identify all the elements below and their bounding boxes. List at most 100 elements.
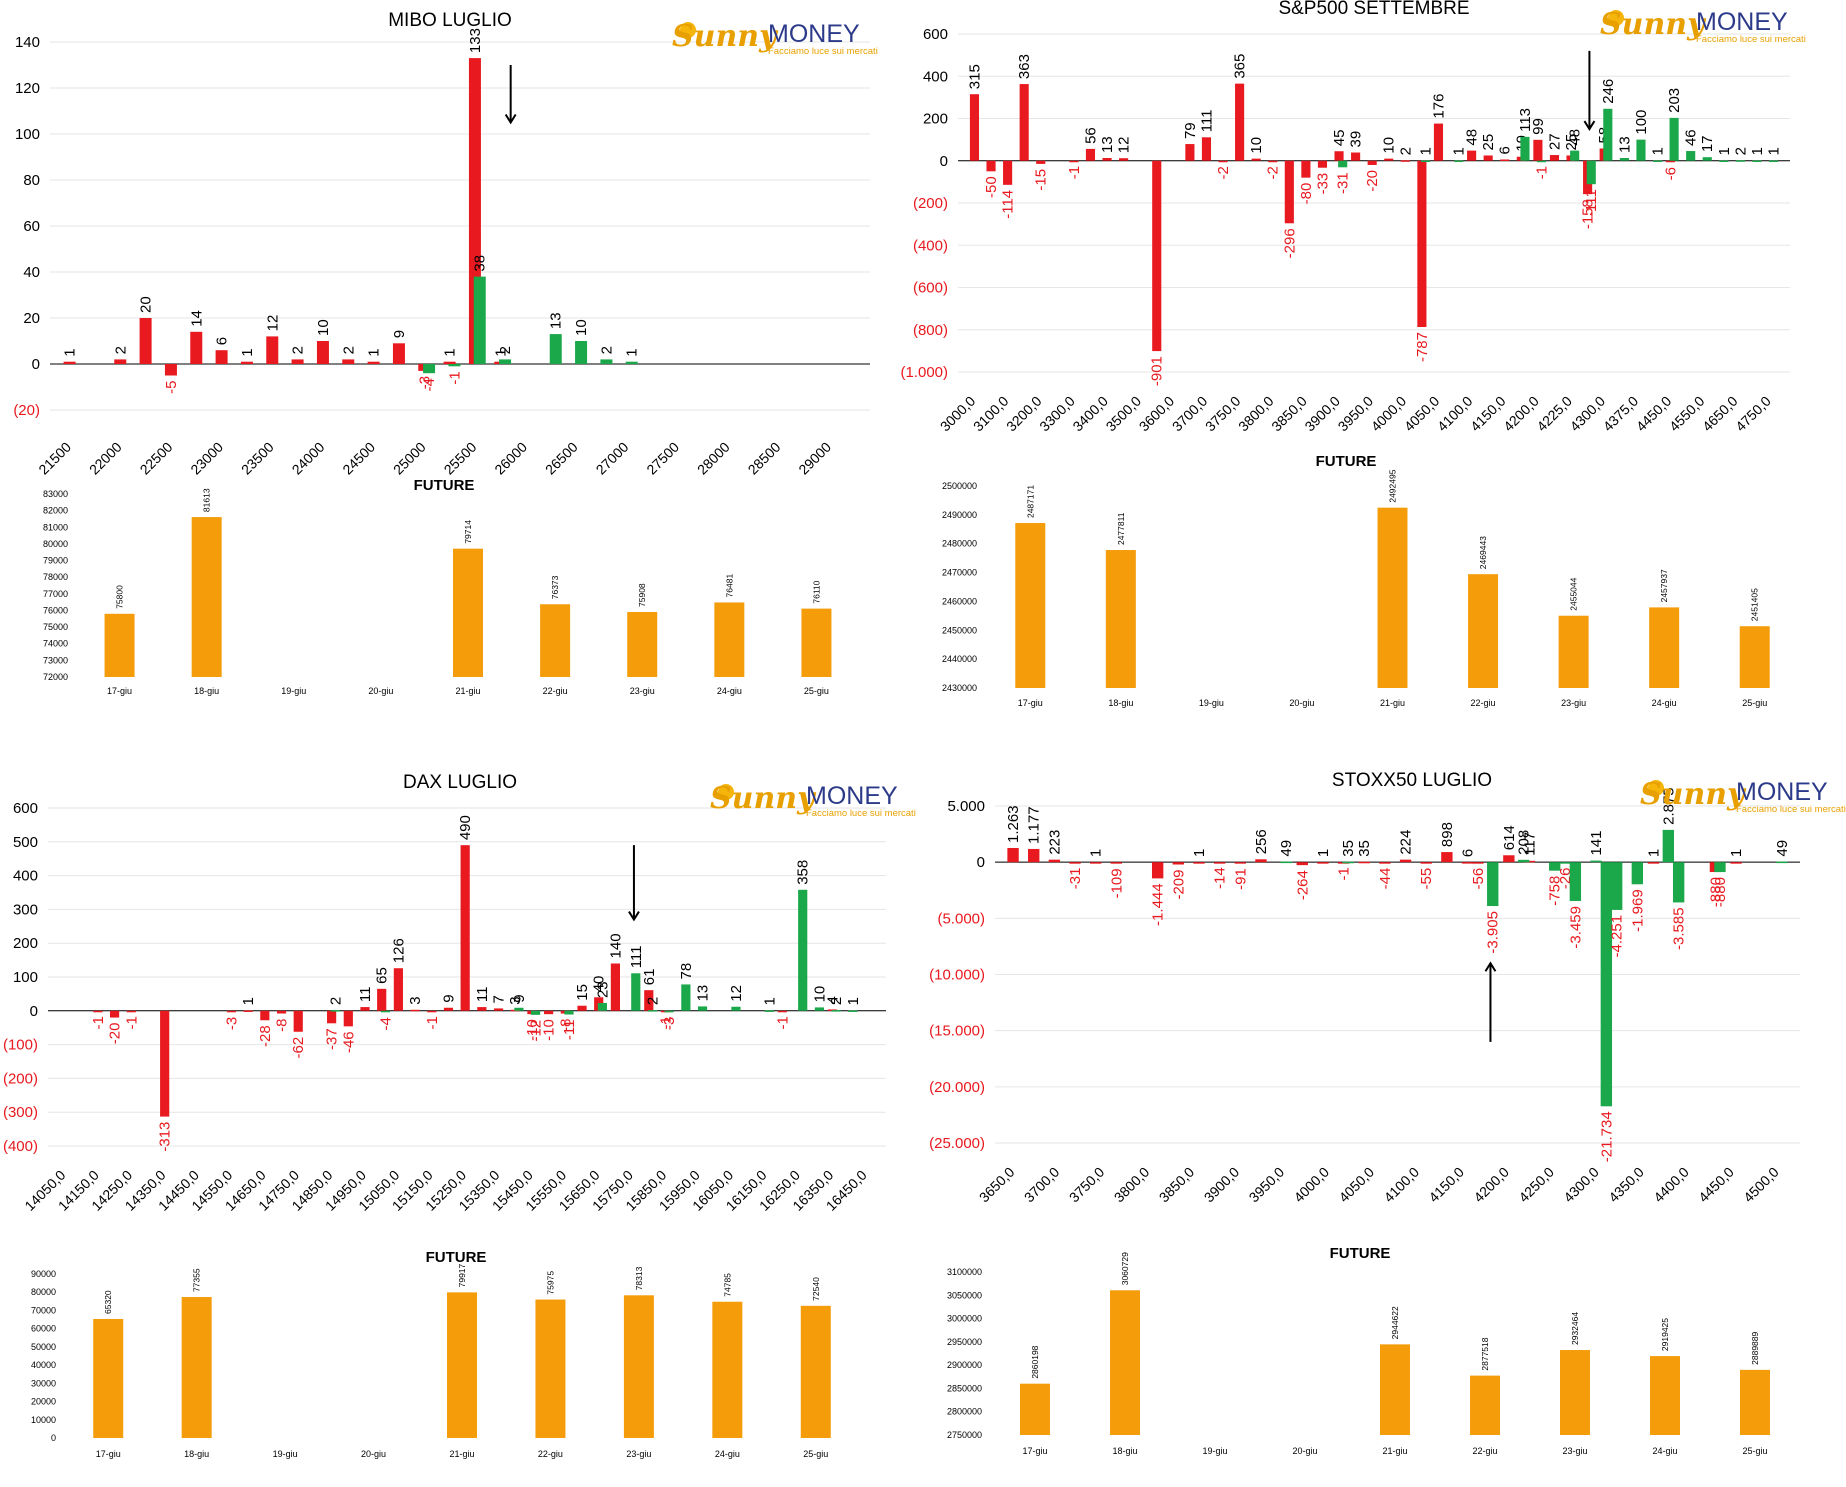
future-bar [1468,574,1499,688]
bar-green [1520,136,1530,161]
data-label: -28 [257,1025,274,1047]
bar-red [1317,862,1329,864]
data-label: -3 [416,376,433,389]
bar-red [1019,84,1029,161]
data-label: -8 [557,1019,574,1032]
y-tick-label: 2480000 [942,539,977,549]
data-label: -33 [1314,173,1331,195]
data-label: 1 [1766,147,1783,155]
logo-tagline-text: Facciamo luce sui mercati [768,46,878,57]
bar-red [110,1010,120,1018]
data-label: 1 [1191,849,1208,857]
x-tick-label: 22-giu [1472,1446,1497,1456]
bar-green [647,1010,658,1012]
bar-red [1647,862,1660,864]
data-label: -1 [1534,166,1551,179]
bar-green [1752,160,1762,163]
data-label: 133 [467,28,484,53]
data-label: 9 [511,994,528,1002]
data-label: 77355 [192,1268,202,1292]
y-tick-label: 77000 [43,589,68,599]
bar-red [1296,862,1308,866]
x-tick-label: 3300,0 [1036,393,1078,435]
data-label: 76373 [550,575,560,599]
future-bar [104,613,135,677]
data-label: -6 [1662,167,1679,180]
bar-green [631,973,641,1011]
x-tick-label: 3950,0 [1246,1164,1288,1206]
logo-money-text: MONEY [768,20,860,48]
bar-green [1636,139,1646,161]
bar-red [367,361,380,364]
y-tick-label: 50000 [31,1342,56,1352]
data-label: 81613 [202,488,212,512]
data-label: 12 [264,315,281,332]
logo-sunny-text: Sunny [1640,777,1747,812]
bar-red [1533,139,1543,161]
x-tick-label: 18-giu [1112,1446,1137,1456]
x-tick-label: 3900,0 [1301,393,1343,435]
x-tick-label: 21-giu [455,686,480,696]
bar-red [477,1007,487,1011]
data-label: -313 [157,1122,174,1152]
data-label: 2487171 [1025,485,1035,518]
data-label: -14 [1212,867,1229,889]
data-label: -880 [1707,877,1724,907]
bar-red [1119,158,1129,161]
y-tick-label: 0 [940,153,948,170]
bar-green [531,1010,541,1015]
future-bar [1558,615,1589,688]
bar-red [1384,158,1394,161]
bar-red [1234,862,1246,864]
data-label: 45 [1331,130,1348,147]
x-tick-label: 3100,0 [970,393,1012,435]
data-label: -4.251 [1609,915,1626,958]
y-tick-label: 400 [923,68,948,85]
y-tick-label: 72000 [43,672,68,682]
data-label: -3.459 [1567,906,1584,949]
bar-red [644,990,654,1011]
bar-red [164,364,177,376]
data-label: 246 [1600,79,1617,104]
y-tick-label: (200) [913,195,948,212]
y-tick-label: 40 [23,264,40,281]
data-label: 1 [1650,147,1667,155]
bar-green [731,1006,741,1011]
x-tick-label: 23-giu [630,686,655,696]
future-bar [712,1301,743,1438]
x-tick-label: 22-giu [538,1449,563,1459]
data-label: -55 [1418,868,1435,890]
data-label: -1.444 [1150,883,1167,926]
data-label: 10 [1248,137,1265,154]
data-label: 65320 [103,1290,113,1314]
y-tick-label: 60 [23,218,40,235]
x-tick-label: 25500 [441,439,480,478]
bar-red [1036,160,1046,164]
data-label: 2 [1732,147,1749,155]
bar-green [1586,160,1596,185]
x-tick-label: 3000,0 [937,393,979,435]
x-tick-label: 22000 [86,439,125,478]
data-label: -1 [123,1016,140,1029]
y-tick-label: 2850000 [947,1383,982,1393]
data-label: 13 [1099,136,1116,153]
x-tick-label: 20-giu [368,686,393,696]
bar-red [342,359,355,364]
y-tick-label: 2450000 [942,625,977,635]
x-tick-label: 24-giu [1652,698,1677,708]
x-tick-label: 21500 [35,439,74,478]
bar-green [1631,862,1644,885]
data-label: -4 [377,1017,394,1030]
x-tick-label: 23500 [238,439,277,478]
future-bar [623,1295,654,1438]
data-label: 2919425 [1660,1318,1670,1351]
bar-green [798,889,808,1011]
data-label: 79 [1182,122,1199,139]
y-tick-label: 2750000 [947,1430,982,1440]
bar-red [1461,862,1474,864]
future-bar [535,1299,566,1438]
y-tick-label: 80 [23,172,40,189]
bar-red [986,160,996,172]
x-tick-label: 4750,0 [1732,393,1774,435]
data-label: 223 [1046,830,1063,855]
